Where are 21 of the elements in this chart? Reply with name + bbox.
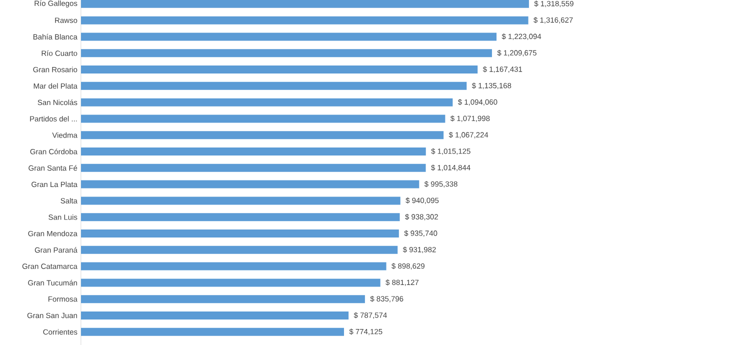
bar — [81, 32, 497, 41]
bar — [81, 295, 365, 304]
bar — [81, 311, 349, 320]
bar — [81, 180, 420, 188]
bar — [81, 230, 399, 238]
bar — [81, 131, 444, 140]
bar — [81, 98, 453, 106]
bar — [81, 114, 446, 123]
bar — [81, 196, 400, 205]
bar — [81, 66, 478, 74]
bar — [81, 82, 467, 90]
bar — [81, 278, 380, 287]
bar — [81, 328, 344, 336]
bar — [81, 0, 529, 8]
bar — [81, 49, 492, 58]
bar — [81, 246, 398, 254]
bar — [81, 262, 386, 270]
bar — [81, 16, 528, 24]
bar — [81, 213, 400, 222]
bar — [81, 164, 426, 172]
bar — [81, 148, 426, 156]
